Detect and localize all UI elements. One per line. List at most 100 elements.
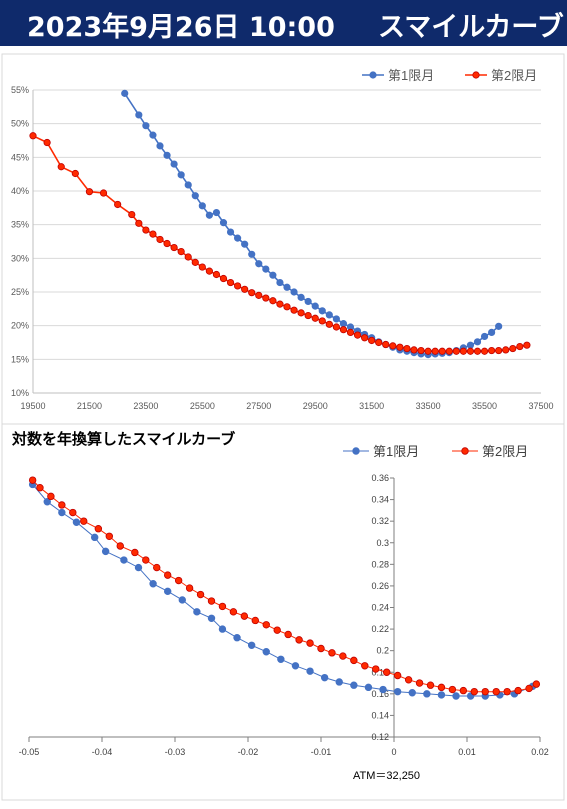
chart-1-x-tick-label: 37500	[528, 401, 553, 411]
chart-2-series-2-point	[415, 679, 424, 687]
chart-2-series-2-point	[218, 602, 227, 611]
chart-1-x-tick-label: 31500	[359, 401, 384, 411]
chart-1-series-1-point	[241, 240, 249, 248]
chart-1-series-2-point	[353, 331, 362, 339]
chart-1-series-2-point	[473, 347, 482, 355]
chart-1-series-2-point	[198, 263, 206, 271]
chart-1-series-2-point	[234, 282, 242, 290]
chart-2-series-2-point	[503, 687, 511, 696]
chart-2-y-tick-label: 0.16	[371, 689, 389, 699]
chart-2-series-1-point	[364, 683, 373, 692]
chart-1-series-1-point	[255, 260, 263, 268]
chart-1-series-2-point	[156, 235, 164, 244]
chart-1-series-2-point	[149, 230, 157, 238]
chart-2-x-tick-label: 0.01	[458, 747, 476, 757]
chart-1-series-1-point	[332, 315, 340, 323]
chart-2-series-1-point	[350, 681, 358, 689]
chart-2-series-1-point	[393, 687, 402, 696]
chart-1-series-1-point	[262, 265, 270, 273]
chart-2-x-tick-label: -0.02	[238, 747, 259, 757]
chart-1-series-2-point	[241, 285, 249, 293]
chart-2-series-2-point	[339, 652, 347, 660]
chart-2-series-2-point	[58, 501, 66, 509]
chart-1-legend-label: 第1限月	[388, 68, 434, 83]
chart-2-series-2-point	[240, 612, 249, 620]
chart-1-series-2-point	[43, 138, 51, 147]
chart-1-y-tick-label: 15%	[11, 354, 29, 364]
chart-1-x-tick-label: 27500	[246, 401, 271, 411]
chart-2-series-1-point	[291, 662, 300, 670]
chart-2-series-2-point	[94, 525, 103, 533]
chart-1-y-tick-label: 35%	[11, 220, 29, 230]
chart-2-series-1-point	[58, 508, 66, 517]
header-title: スマイルカーブ	[378, 12, 564, 43]
chart-2-series-2-point	[437, 683, 446, 692]
chart-1-series-2-point	[445, 347, 453, 355]
chart-1-series-1-point	[205, 211, 213, 219]
chart-1-series-1-point	[318, 307, 326, 315]
chart-2-series-2-point	[514, 686, 522, 695]
chart-2-y-tick-label: 0.26	[371, 581, 389, 591]
chart-1-series-1-point	[290, 288, 298, 296]
chart-2-series-1-point	[306, 667, 314, 675]
chart-1: 10% 15% 20% 25% 30% 35% 40% 45% 50% 55% 19500 21500…	[1, 53, 565, 425]
chart-1-series-1-point	[473, 338, 482, 346]
chart-1-series-2-point	[128, 210, 136, 219]
chart-1-series-2-point	[135, 219, 143, 227]
chart-1-series-2-point	[424, 347, 432, 355]
chart-1-series-2-point	[431, 347, 439, 355]
chart-1-series-2-point	[226, 278, 235, 287]
chart-1-series-2-point	[99, 189, 108, 197]
chart-2-series-2-point	[350, 656, 358, 665]
chart-2-series-2-point	[105, 532, 113, 540]
chart-2-series-2-point	[492, 687, 500, 696]
chart-1-series-2-point	[276, 300, 284, 308]
chart-1-series-1-point	[135, 111, 143, 119]
chart-2-legend-marker	[461, 447, 469, 455]
chart-1-frame	[1, 53, 565, 425]
chart-2-atm-annotation: ATM＝32,250	[353, 770, 420, 782]
chart-2-series-2-point	[393, 671, 402, 680]
chart-2-series-2-point	[481, 687, 489, 696]
chart-1-series-2-point	[262, 294, 270, 302]
chart-1-y-tick-label: 30%	[11, 253, 29, 263]
chart-2-series-2-point	[328, 649, 336, 657]
chart-2-series-1-point	[178, 596, 186, 604]
chart-2-y-tick-label: 0.2	[376, 646, 389, 656]
chart-1-series-2-point	[410, 346, 418, 354]
chart-1-series-1-point	[191, 192, 199, 200]
chart-2-legend-marker	[352, 447, 360, 455]
chart-2-series-1-point	[218, 625, 227, 633]
chart-2-series-1-point	[90, 533, 99, 542]
chart-1-y-tick-label: 20%	[11, 321, 29, 331]
chart-1-series-2-point	[488, 346, 496, 355]
chart-2-series-1-point	[163, 587, 172, 596]
chart-2-series-2-point	[229, 608, 238, 616]
chart-2-series-1-point	[149, 580, 157, 588]
chart-1-y-tick-label: 45%	[11, 152, 29, 162]
chart-1-legend-label: 第2限月	[491, 68, 537, 83]
chart-2-series-2-point	[185, 584, 194, 592]
chart-2-y-tick-label: 0.24	[371, 603, 389, 613]
chart-2-x-tick-label: -0.03	[165, 747, 186, 757]
chart-2-series-2-point	[163, 571, 172, 579]
chart-1-series-1-point	[325, 311, 333, 319]
chart-2-series-2-point	[306, 639, 314, 647]
chart-1-x-tick-label: 33500	[416, 401, 441, 411]
header-banner: 2023年9月26日 10:00 スマイルカーブ	[0, 0, 567, 46]
chart-2-legend-label: 第1限月	[373, 444, 419, 459]
chart-1-series-1-point	[311, 302, 319, 310]
chart-1-series-1-point	[156, 142, 164, 150]
chart-1-series-1-point	[495, 322, 503, 330]
chart-1-series-2-point	[318, 317, 326, 325]
chart-2-series-2-point	[116, 542, 124, 550]
chart-2-series-1-line	[32, 484, 533, 697]
chart-2-x-tick-label: -0.05	[19, 747, 40, 757]
chart-2-series-1-point	[320, 673, 329, 682]
chart-1-x-tick-label: 25500	[190, 401, 215, 411]
chart-1-series-2-point	[177, 248, 185, 256]
chart-1-series-2-point	[283, 303, 291, 311]
chart-1-series-2-point	[417, 346, 425, 355]
chart-1-series-1-point	[480, 332, 489, 341]
chart-2-series-1-point	[277, 655, 285, 663]
